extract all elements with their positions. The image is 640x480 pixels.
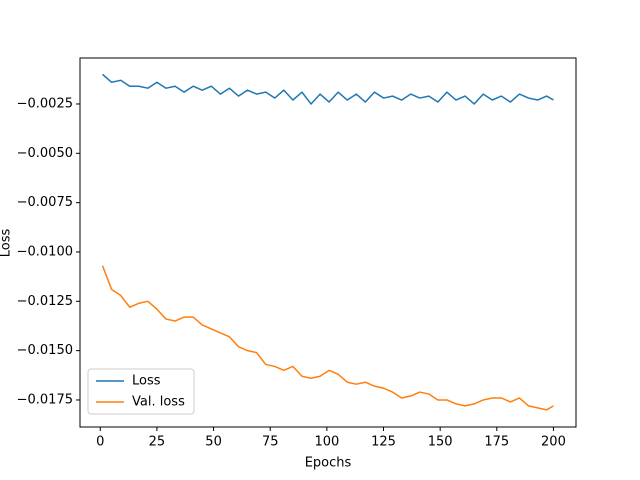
x-tick-label: 150 [428, 435, 453, 450]
y-tick-label: −0.0125 [17, 294, 73, 309]
x-tick-label: 175 [484, 435, 509, 450]
x-tick-label: 50 [205, 435, 222, 450]
y-tick-label: −0.0150 [17, 343, 73, 358]
legend-label: Val. loss [132, 395, 185, 410]
y-axis-label: Loss [0, 229, 14, 258]
y-tick-label: −0.0025 [17, 96, 73, 111]
x-tick-label: 0 [96, 435, 104, 450]
x-tick-label: 200 [541, 435, 566, 450]
plot-frame [79, 57, 577, 428]
series-line [102, 73, 554, 105]
y-tick-label: −0.0075 [17, 195, 73, 210]
legend-label: Loss [132, 374, 161, 389]
x-tick-label: 25 [149, 435, 166, 450]
x-tick-label: 125 [371, 435, 396, 450]
x-tick-label: 75 [262, 435, 279, 450]
x-axis-label: Epochs [305, 456, 352, 471]
series-line [101, 265, 554, 411]
y-tick-label: −0.0050 [17, 146, 73, 161]
y-tick-label: −0.0175 [17, 392, 73, 407]
y-tick-label: −0.0100 [17, 244, 73, 259]
x-tick-label: 100 [314, 435, 339, 450]
